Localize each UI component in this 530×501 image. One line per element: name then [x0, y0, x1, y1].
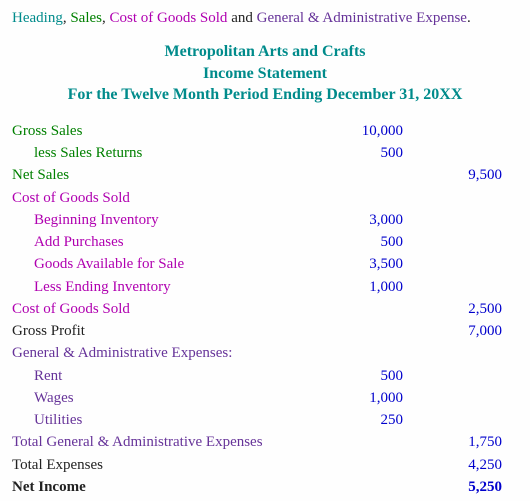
row-ga-header: General & Administrative Expenses: — [12, 342, 518, 364]
label: Net Income — [12, 476, 320, 498]
value: 5,250 — [419, 476, 518, 498]
statement-heading: Metropolitan Arts and Crafts Income Stat… — [12, 41, 518, 106]
row-cogs-header: Cost of Goods Sold — [12, 187, 518, 209]
label: General & Administrative Expenses: — [12, 342, 320, 364]
label: less Sales Returns — [12, 142, 320, 164]
row-rent: Rent 500 — [12, 365, 518, 387]
legend-cogs: Cost of Goods Sold — [110, 10, 228, 26]
row-goods-avail: Goods Available for Sale 3,500 — [12, 253, 518, 275]
label: Gross Profit — [12, 320, 320, 342]
label: Net Sales — [12, 164, 320, 186]
value: 3,000 — [320, 209, 419, 231]
value: 1,000 — [320, 387, 419, 409]
row-begin-inv: Beginning Inventory 3,000 — [12, 209, 518, 231]
value: 7,000 — [419, 320, 518, 342]
row-net-sales: Net Sales 9,500 — [12, 164, 518, 186]
value: 500 — [320, 231, 419, 253]
value: 250 — [320, 409, 419, 431]
label: Wages — [12, 387, 320, 409]
row-net-income: Net Income 5,250 — [12, 476, 518, 498]
label: Add Purchases — [12, 231, 320, 253]
heading-title: Income Statement — [12, 63, 518, 85]
income-statement-table: Gross Sales 10,000 less Sales Returns 50… — [12, 120, 518, 498]
label: Beginning Inventory — [12, 209, 320, 231]
color-legend: Heading, Sales, Cost of Goods Sold and G… — [12, 10, 518, 27]
value: 500 — [320, 365, 419, 387]
label: Less Ending Inventory — [12, 276, 320, 298]
heading-period: For the Twelve Month Period Ending Decem… — [12, 84, 518, 106]
value: 2,500 — [419, 298, 518, 320]
label: Total General & Administrative Expenses — [12, 431, 320, 453]
value: 500 — [320, 142, 419, 164]
value: 4,250 — [419, 454, 518, 476]
legend-heading: Heading — [12, 10, 63, 26]
heading-company: Metropolitan Arts and Crafts — [12, 41, 518, 63]
label: Cost of Goods Sold — [12, 187, 320, 209]
value: 10,000 — [320, 120, 419, 142]
label: Utilities — [12, 409, 320, 431]
value: 1,000 — [320, 276, 419, 298]
label: Cost of Goods Sold — [12, 298, 320, 320]
row-gross-profit: Gross Profit 7,000 — [12, 320, 518, 342]
value: 9,500 — [419, 164, 518, 186]
label: Rent — [12, 365, 320, 387]
value: 1,750 — [419, 431, 518, 453]
row-less-returns: less Sales Returns 500 — [12, 142, 518, 164]
row-cogs-total: Cost of Goods Sold 2,500 — [12, 298, 518, 320]
row-ga-total: Total General & Administrative Expenses … — [12, 431, 518, 453]
label: Gross Sales — [12, 120, 320, 142]
row-gross-sales: Gross Sales 10,000 — [12, 120, 518, 142]
legend-sales: Sales — [70, 10, 102, 26]
row-total-exp: Total Expenses 4,250 — [12, 454, 518, 476]
label: Total Expenses — [12, 454, 320, 476]
row-utilities: Utilities 250 — [12, 409, 518, 431]
value: 3,500 — [320, 253, 419, 275]
row-wages: Wages 1,000 — [12, 387, 518, 409]
row-add-purch: Add Purchases 500 — [12, 231, 518, 253]
label: Goods Available for Sale — [12, 253, 320, 275]
row-less-end-inv: Less Ending Inventory 1,000 — [12, 276, 518, 298]
legend-ga: General & Administrative Expense — [257, 10, 467, 26]
